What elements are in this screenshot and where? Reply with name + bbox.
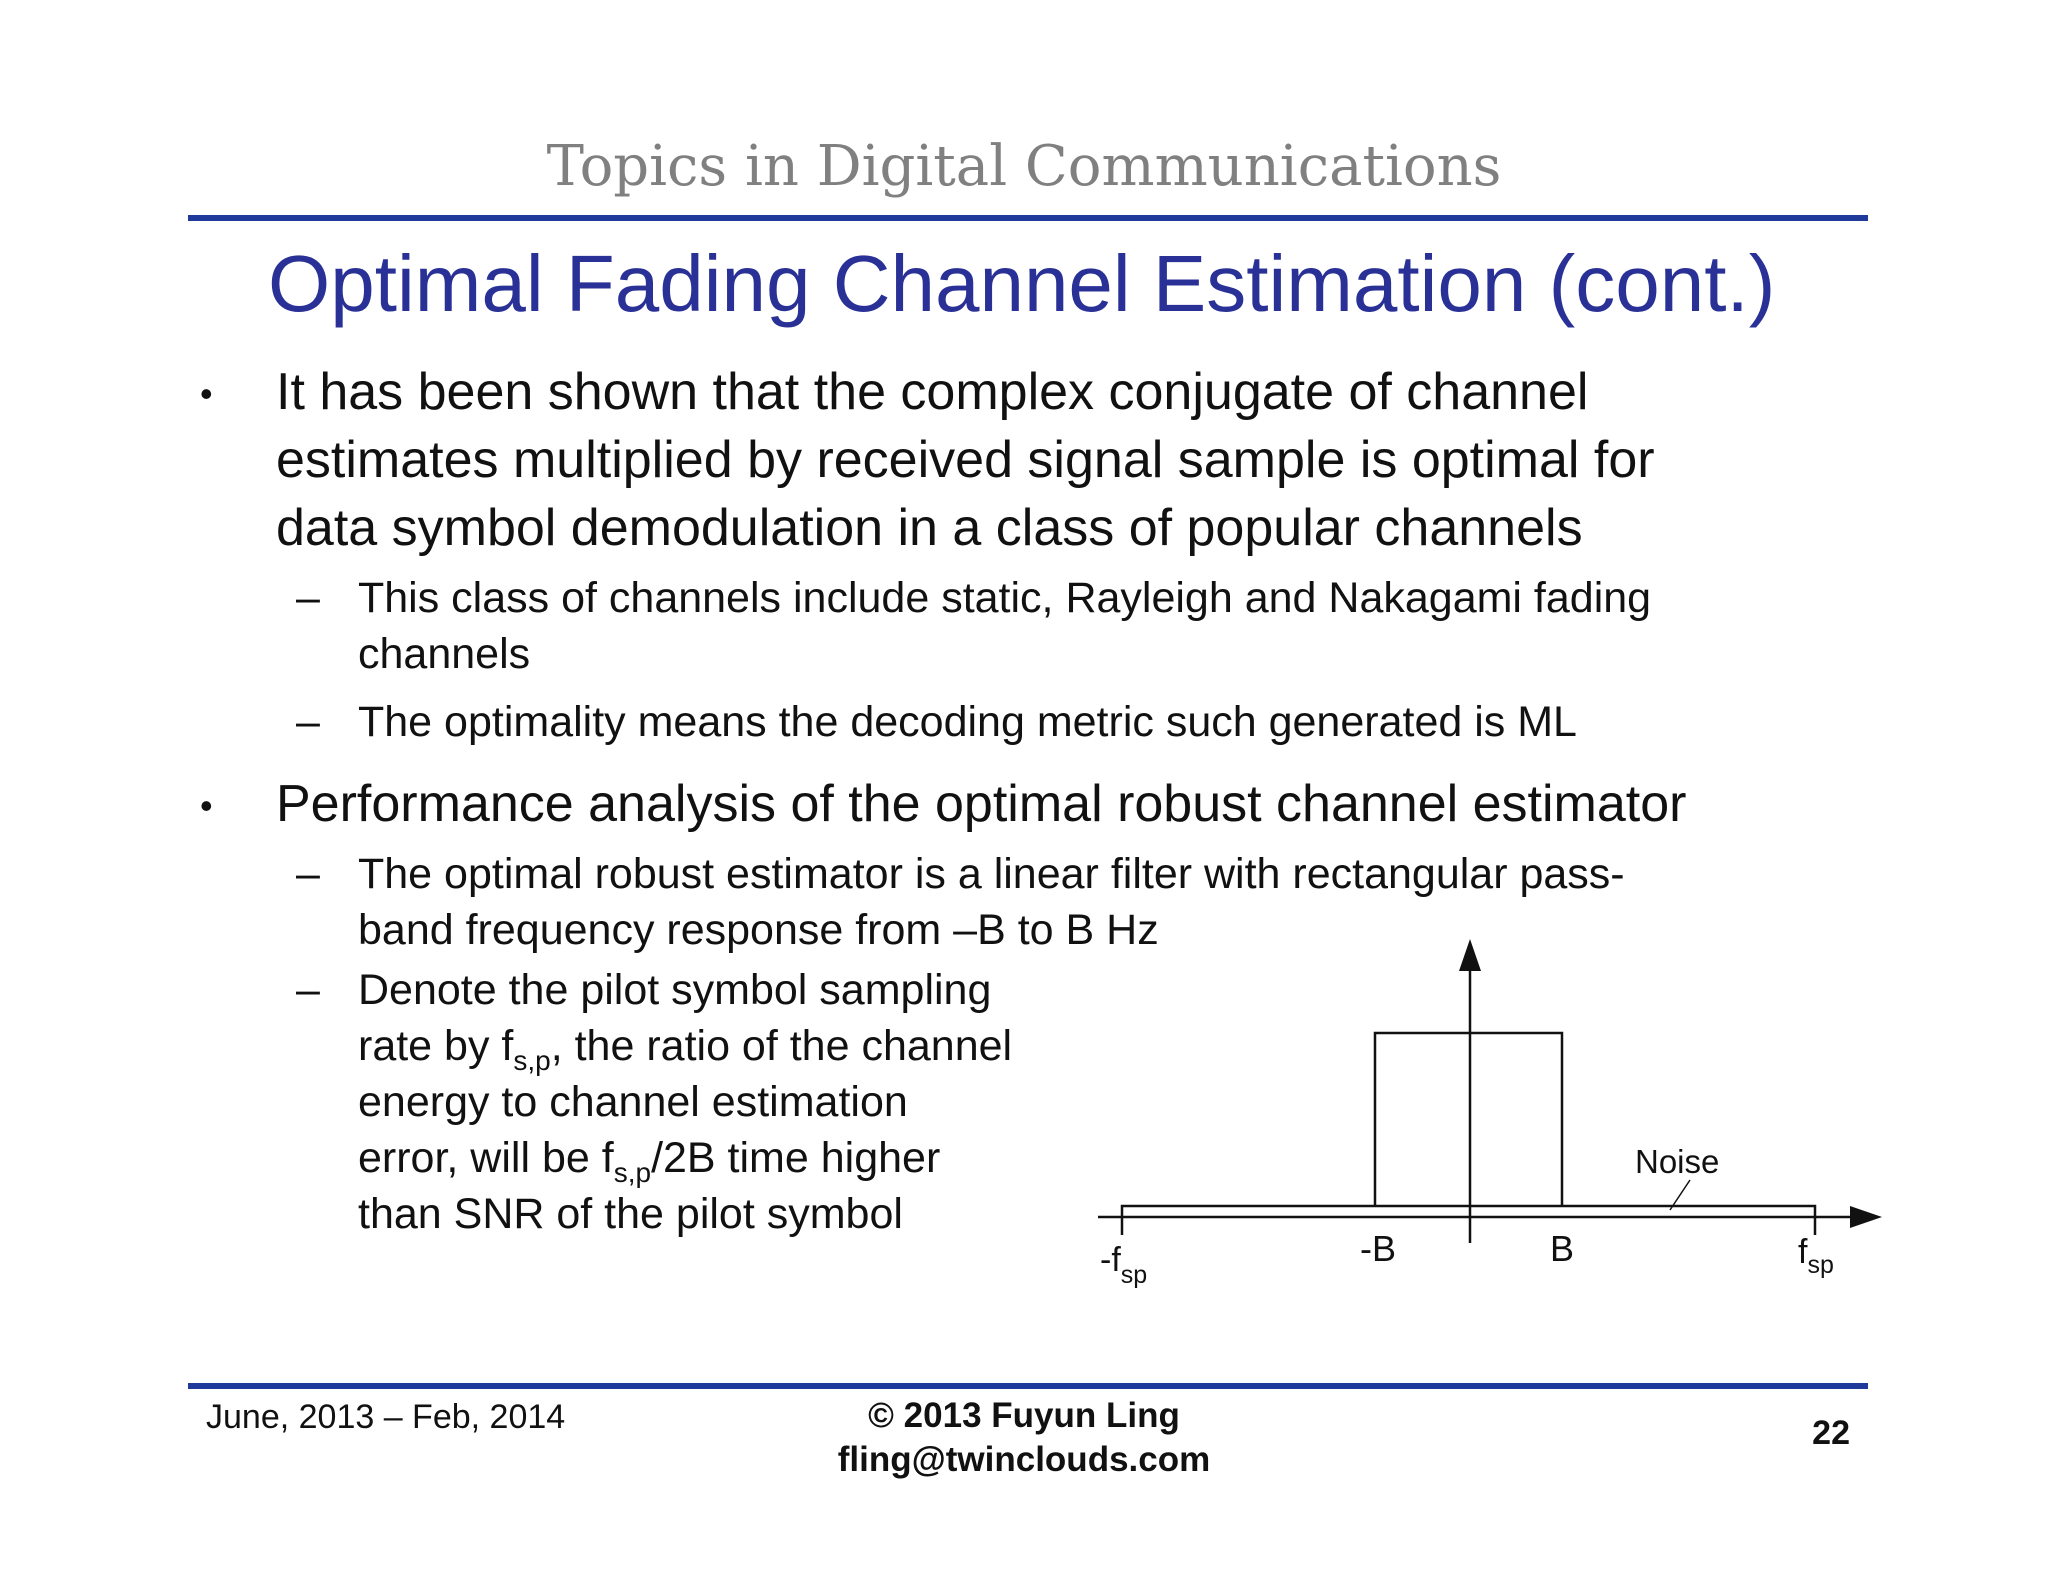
tick-label-subscript: sp	[1807, 1251, 1833, 1279]
subitem-2-2-line-5: than SNR of the pilot symbol	[358, 1190, 903, 1238]
bullet-1-line-3: data symbol demodulation in a class of p…	[276, 499, 1583, 557]
tick-label-neg-fsp: -fsp	[1100, 1241, 1147, 1289]
tick-label-b: B	[1550, 1228, 1574, 1269]
footer-date-range: June, 2013 – Feb, 2014	[206, 1398, 566, 1436]
subitem-2-2-line-2: rate by fs,p, the ratio of the channel	[358, 1018, 1013, 1076]
noise-label: Noise	[1635, 1143, 1719, 1180]
bullet-1-line-1: It has been shown that the complex conju…	[276, 363, 1589, 421]
bullet-2-line-1: Performance analysis of the optimal robu…	[276, 775, 1687, 833]
subscript: s,p	[613, 1157, 652, 1188]
frequency-axis-arrowhead	[1850, 1206, 1882, 1228]
noise-floor	[1120, 1204, 1817, 1235]
text-fragment: , the ratio of the channel	[550, 1022, 1013, 1070]
frequency-response-diagram: Noise -fsp -B B fsp	[1098, 939, 1882, 1289]
text-fragment: error, will be f	[358, 1134, 614, 1182]
subitem-2-2-line-3: energy to channel estimation	[358, 1078, 908, 1126]
subitem-2-2-line-4: error, will be fs,p/2B time higher	[358, 1130, 941, 1188]
subitem-2-2-line-1: Denote the pilot symbol sampling	[358, 966, 992, 1014]
footer-email: fling@twinclouds.com	[837, 1440, 1211, 1479]
noise-leader-line	[1669, 1179, 1691, 1211]
tick-label-subscript: sp	[1121, 1261, 1147, 1289]
course-title: Topics in Digital Communications	[546, 134, 1502, 199]
bullet-marker: •	[200, 373, 213, 414]
subitem-1-1-line-2: channels	[358, 630, 531, 678]
subitem-marker: –	[296, 698, 320, 746]
footer-rule	[188, 1383, 1868, 1389]
tick-label-main: f	[1798, 1233, 1808, 1271]
subscript: s,p	[513, 1045, 551, 1076]
bullet-1-line-2: estimates multiplied by received signal …	[276, 431, 1655, 489]
subitem-2-1-line-2: band frequency response from –B to B Hz	[358, 906, 1159, 954]
slide-title: Optimal Fading Channel Estimation (cont.…	[268, 239, 1776, 328]
subitem-1-2-line-1: The optimality means the decoding metric…	[358, 698, 1577, 746]
footer-credits: © 2013 Fuyun Ling fling@twinclouds.com	[0, 1394, 2048, 1482]
tick-label-fsp: fsp	[1798, 1233, 1834, 1279]
header-rule	[188, 215, 1868, 221]
tick-label-main: -f	[1100, 1241, 1121, 1279]
subitem-1-1-line-1: This class of channels include static, R…	[358, 574, 1652, 622]
vertical-axis-arrowhead	[1459, 939, 1481, 971]
text-fragment: rate by f	[358, 1022, 514, 1070]
footer-copyright: © 2013 Fuyun Ling	[868, 1396, 1180, 1435]
subitem-marker: –	[296, 966, 320, 1014]
subitem-marker: –	[296, 850, 320, 898]
text-fragment: /2B time higher	[651, 1134, 941, 1182]
subitem-2-1-line-1: The optimal robust estimator is a linear…	[358, 850, 1625, 898]
subitem-marker: –	[296, 574, 320, 622]
passband-rectangle	[1373, 1031, 1564, 1206]
bullet-marker: •	[200, 785, 213, 826]
page-number: 22	[1812, 1414, 1850, 1452]
tick-label-neg-b: -B	[1360, 1228, 1396, 1269]
